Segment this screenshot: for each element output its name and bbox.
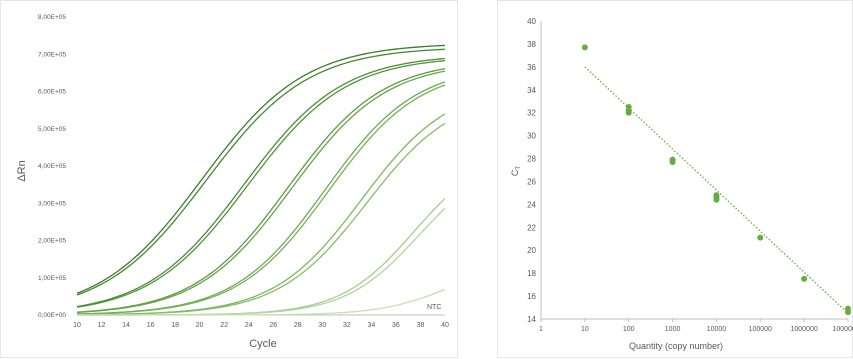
data-point [845, 309, 851, 316]
std-y-tick-label: 32 [527, 109, 536, 118]
amplification-curve [76, 60, 446, 308]
amp-x-tick-label: 14 [122, 322, 130, 329]
amp-y-tick-label: 7,00E+05 [38, 51, 66, 58]
amp-y-tick-label: 8,00E+05 [38, 14, 66, 21]
amp-y-tick-label: 1,00E+05 [38, 275, 66, 282]
amp-x-tick-label: 34 [368, 322, 376, 329]
amp-x-tick-label: 20 [196, 322, 204, 329]
std-y-tick-label: 36 [527, 63, 536, 72]
amplification-curve [76, 44, 446, 294]
std-x-tick-label: 10000000 [832, 326, 853, 333]
std-x-tick-label: 100000 [749, 326, 772, 333]
amp-x-tick-label: 36 [392, 322, 400, 329]
amp-y-tick-label: 6,00E+05 [38, 89, 66, 96]
standard-curve-panel: 14 16 18 20 22 24 26 28 30 32 34 36 38 40 1 10 100 1000 1… [497, 0, 853, 358]
amplification-curve [76, 81, 446, 315]
data-point [581, 44, 588, 51]
amp-y-tick-label: 2,00E+05 [38, 238, 66, 245]
std-x-axis-title: Quantity (copy number) [629, 341, 723, 351]
amp-y-tick-label: 5,00E+05 [38, 126, 66, 133]
amp-x-tick-label: 40 [441, 322, 449, 329]
std-y-tick-label: 30 [527, 132, 536, 141]
amplification-curve [77, 197, 446, 316]
amp-x-tick-label: 12 [98, 322, 106, 329]
std-x-tick-label: 1000000 [791, 326, 818, 333]
amplification-chart-panel: 0,00E+00 1,00E+05 2,00E+05 3,00E+05 4,00E+05… [0, 0, 458, 358]
standard-curve-plot: 14 16 18 20 22 24 26 28 30 32 34 36 38 40 1 10 100 1000 1… [510, 17, 853, 351]
std-x-tick-label: 1000 [665, 326, 681, 333]
amp-x-tick-label: 28 [294, 322, 302, 329]
std-x-tick-label: 100 [623, 326, 635, 333]
amplification-curve [76, 68, 446, 313]
amplification-curve [77, 207, 446, 316]
data-point [801, 275, 808, 282]
amp-y-tick-label: 0,00E+00 [38, 312, 66, 319]
std-x-tick-label: 1 [539, 326, 543, 333]
amp-y-tick-label: 3,00E+05 [38, 200, 66, 207]
amplification-curve [76, 70, 446, 313]
amplification-curve [76, 48, 446, 296]
std-y-tick-label: 28 [527, 155, 536, 164]
std-y-tick-label: 14 [527, 315, 536, 324]
std-y-axis-title: CT [510, 166, 522, 177]
std-y-tick-label: 26 [527, 177, 536, 186]
amplification-curve [77, 288, 446, 316]
amplification-plot: 0,00E+00 1,00E+05 2,00E+05 3,00E+05 4,00E+05… [16, 14, 449, 350]
std-y-tick-label: 24 [527, 200, 536, 209]
amp-x-tick-label: 18 [171, 322, 179, 329]
amp-y-axis-title: ΔRn [16, 160, 28, 181]
data-point [757, 234, 764, 241]
std-x-tick-label: 10000 [707, 326, 727, 333]
std-x-tick-label: 10 [581, 326, 589, 333]
std-y-tick-label: 18 [527, 269, 536, 278]
trendline [584, 66, 849, 314]
amp-x-tick-label: 26 [269, 322, 277, 329]
data-point [625, 109, 632, 116]
amp-y-tick-label: 4,00E+05 [38, 163, 66, 170]
amp-x-tick-label: 30 [318, 322, 326, 329]
amp-x-tick-label: 16 [147, 322, 155, 329]
amplification-curve [76, 57, 446, 308]
amp-x-tick-label: 32 [343, 322, 351, 329]
amp-x-axis-title: Cycle [249, 338, 277, 350]
data-point [669, 158, 676, 165]
std-y-tick-label: 38 [527, 40, 536, 49]
amp-x-tick-label: 24 [245, 322, 253, 329]
amplification-curve [76, 84, 446, 315]
std-y-tick-label: 34 [527, 86, 536, 95]
std-y-tick-label: 22 [527, 223, 536, 232]
ntc-annotation: NTC [427, 304, 441, 311]
std-y-tick-label: 40 [527, 17, 536, 26]
std-y-tick-label: 20 [527, 246, 536, 255]
amp-x-tick-label: 22 [220, 322, 228, 329]
amplification-curve [76, 122, 446, 316]
amp-x-tick-label: 10 [73, 322, 81, 329]
std-y-tick-label: 16 [527, 292, 536, 301]
data-point [713, 196, 720, 203]
amplification-curve [76, 113, 446, 316]
amp-x-tick-label: 38 [417, 322, 425, 329]
